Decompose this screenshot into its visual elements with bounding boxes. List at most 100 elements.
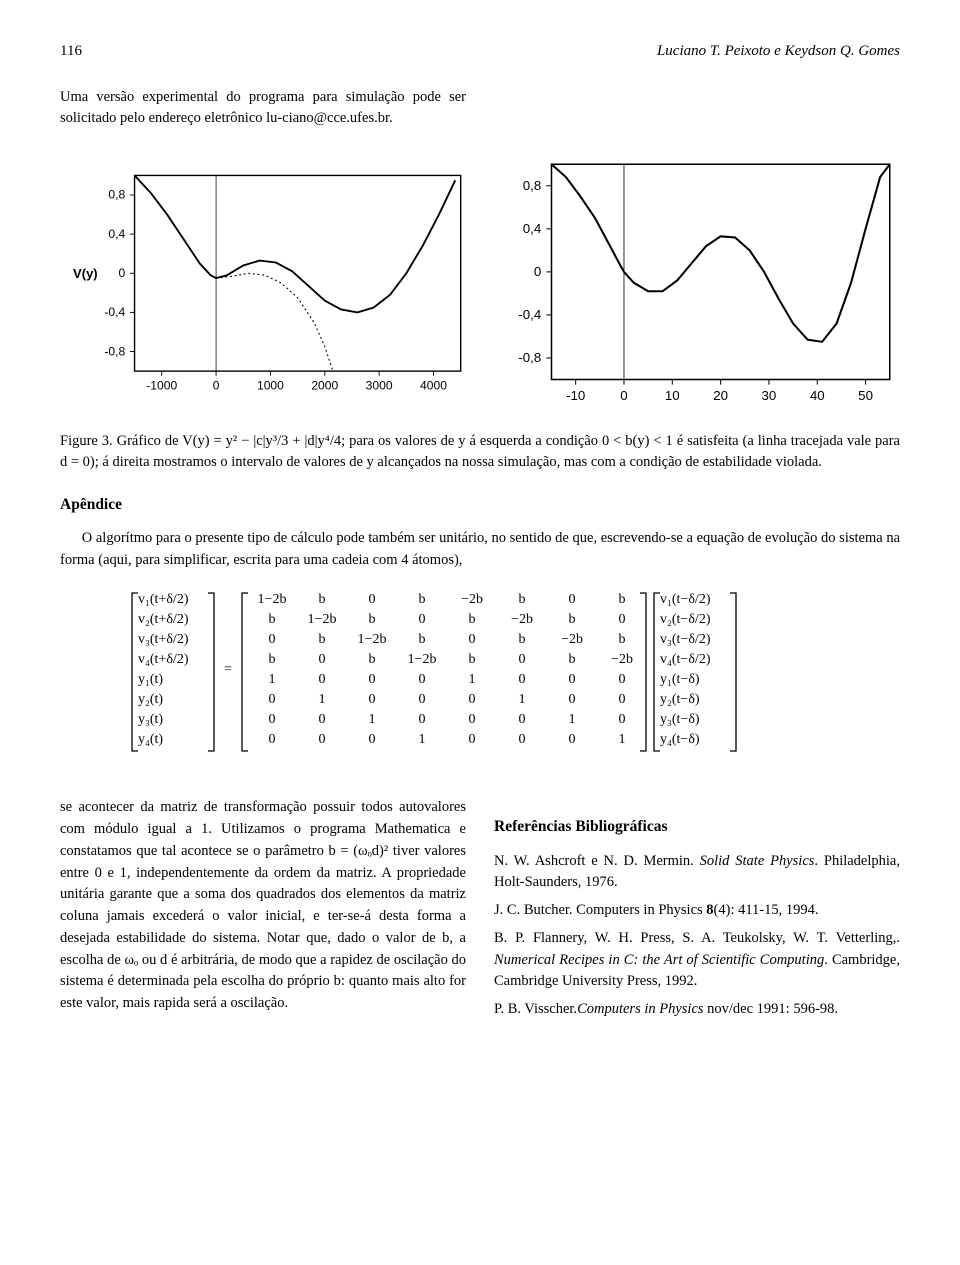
svg-text:0: 0	[569, 592, 576, 607]
svg-text:0: 0	[469, 732, 476, 747]
svg-text:b: b	[419, 592, 426, 607]
svg-text:1: 1	[269, 672, 276, 687]
apendice-title: Apêndice	[60, 493, 900, 516]
svg-text:-0,8: -0,8	[104, 344, 125, 358]
svg-text:0,4: 0,4	[523, 221, 542, 236]
svg-text:v₄(t+δ/2): v₄(t+δ/2)	[138, 652, 189, 667]
intro-paragraph: Uma versão experimental do programa para…	[60, 87, 900, 131]
svg-text:-0,4: -0,4	[518, 307, 542, 322]
svg-text:−2b: −2b	[561, 632, 583, 647]
svg-text:y₃(t−δ): y₃(t−δ)	[660, 712, 700, 727]
svg-text:1: 1	[619, 732, 626, 747]
svg-text:0: 0	[620, 388, 627, 403]
svg-text:1: 1	[519, 692, 526, 707]
svg-text:b: b	[519, 592, 526, 607]
svg-text:0: 0	[118, 266, 125, 280]
authors: Luciano T. Peixoto e Keydson Q. Gomes	[657, 40, 900, 63]
bottom-left-para: se acontecer da matriz de transformação …	[60, 797, 466, 1015]
figure-3-caption: Figure 3. Gráfico de V(y) = y² − |c|y³/3…	[60, 431, 900, 473]
svg-text:3000: 3000	[366, 379, 393, 393]
svg-text:0: 0	[269, 732, 276, 747]
svg-text:1−2b: 1−2b	[258, 592, 287, 607]
svg-text:-1000: -1000	[146, 379, 177, 393]
svg-text:y₁(t−δ): y₁(t−δ)	[660, 672, 700, 687]
references-list: N. W. Ashcroft e N. D. Mermin. Solid Sta…	[494, 851, 900, 1021]
svg-text:−2b: −2b	[461, 592, 483, 607]
reference-item: P. B. Visscher.Computers in Physics nov/…	[494, 999, 900, 1021]
svg-text:0: 0	[369, 592, 376, 607]
svg-text:b: b	[269, 652, 276, 667]
svg-text:0: 0	[569, 732, 576, 747]
svg-text:v₂(t+δ/2): v₂(t+δ/2)	[138, 612, 189, 627]
svg-text:1: 1	[469, 672, 476, 687]
svg-text:1000: 1000	[257, 379, 284, 393]
svg-text:50: 50	[858, 388, 873, 403]
intro-text-left: Uma versão experimental do programa para…	[60, 89, 466, 127]
svg-text:0: 0	[419, 672, 426, 687]
reference-item: N. W. Ashcroft e N. D. Mermin. Solid Sta…	[494, 851, 900, 895]
svg-text:v₁(t+δ/2): v₁(t+δ/2)	[138, 592, 189, 607]
svg-text:v₃(t−δ/2): v₃(t−δ/2)	[660, 632, 711, 647]
svg-text:0,8: 0,8	[523, 178, 542, 193]
svg-text:40: 40	[810, 388, 825, 403]
reference-item: B. P. Flannery, W. H. Press, S. A. Teuko…	[494, 928, 900, 993]
svg-text:b: b	[369, 652, 376, 667]
svg-text:0: 0	[269, 632, 276, 647]
svg-text:−2b: −2b	[511, 612, 533, 627]
svg-text:1−2b: 1−2b	[308, 612, 337, 627]
svg-text:0: 0	[419, 612, 426, 627]
svg-text:b: b	[619, 592, 626, 607]
svg-text:b: b	[319, 592, 326, 607]
intro-text-right: ciano@cce.ufes.br.	[282, 110, 392, 126]
svg-text:20: 20	[713, 388, 728, 403]
svg-text:b: b	[269, 612, 276, 627]
svg-text:v₂(t−δ/2): v₂(t−δ/2)	[660, 612, 711, 627]
svg-text:0: 0	[619, 672, 626, 687]
svg-text:0: 0	[319, 732, 326, 747]
svg-text:0: 0	[534, 264, 541, 279]
svg-text:0: 0	[319, 672, 326, 687]
apendice-para1: O algorítmo para o presente tipo de cálc…	[60, 528, 900, 572]
svg-text:0: 0	[519, 712, 526, 727]
svg-text:1−2b: 1−2b	[358, 632, 387, 647]
svg-text:b: b	[619, 632, 626, 647]
svg-text:1: 1	[569, 712, 576, 727]
svg-text:0: 0	[469, 692, 476, 707]
svg-text:b: b	[519, 632, 526, 647]
svg-text:y₂(t−δ): y₂(t−δ)	[660, 692, 700, 707]
svg-text:V(y): V(y)	[73, 266, 98, 281]
svg-text:b: b	[569, 612, 576, 627]
figure-3-charts: -0,8-0,400,40,8-100001000200030004000V(y…	[60, 154, 900, 421]
svg-text:−2b: −2b	[611, 652, 633, 667]
svg-text:1: 1	[419, 732, 426, 747]
svg-text:v₃(t+δ/2): v₃(t+δ/2)	[138, 632, 189, 647]
svg-text:0: 0	[469, 632, 476, 647]
svg-text:0: 0	[269, 712, 276, 727]
svg-text:10: 10	[665, 388, 680, 403]
svg-text:0: 0	[569, 672, 576, 687]
svg-text:v₁(t−δ/2): v₁(t−δ/2)	[660, 592, 711, 607]
svg-text:1: 1	[319, 692, 326, 707]
svg-text:2000: 2000	[311, 379, 338, 393]
svg-text:0: 0	[419, 712, 426, 727]
svg-text:0: 0	[519, 652, 526, 667]
svg-text:y₂(t): y₂(t)	[138, 692, 163, 707]
svg-text:0: 0	[619, 612, 626, 627]
svg-text:b: b	[369, 612, 376, 627]
caption-text: Gráfico de V(y) = y² − |c|y³/3 + |d|y⁴/4…	[60, 433, 900, 470]
matrix-equation: v₁(t+δ/2) v₂(t+δ/2) v₃(t+δ/2) v₄(t+δ/2) y₁(t…	[120, 589, 840, 779]
svg-text:-0,8: -0,8	[518, 350, 541, 365]
svg-text:b: b	[419, 632, 426, 647]
svg-text:0: 0	[369, 692, 376, 707]
svg-text:0: 0	[269, 692, 276, 707]
svg-text:y₃(t): y₃(t)	[138, 712, 163, 727]
svg-text:0: 0	[519, 672, 526, 687]
svg-text:0: 0	[619, 712, 626, 727]
svg-text:1−2b: 1−2b	[408, 652, 437, 667]
svg-text:1: 1	[369, 712, 376, 727]
svg-text:y₁(t): y₁(t)	[138, 672, 163, 687]
svg-text:=: =	[224, 662, 232, 677]
svg-text:0: 0	[319, 652, 326, 667]
svg-text:b: b	[319, 632, 326, 647]
svg-text:30: 30	[762, 388, 777, 403]
